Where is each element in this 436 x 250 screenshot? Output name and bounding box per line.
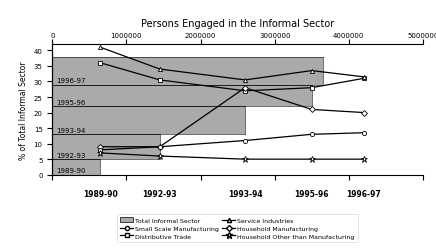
- Text: 1993-94: 1993-94: [228, 189, 262, 198]
- X-axis label: Persons Engaged in the Informal Sector: Persons Engaged in the Informal Sector: [141, 19, 334, 29]
- Text: 1992-93: 1992-93: [143, 189, 177, 198]
- Text: 1989-90: 1989-90: [83, 189, 118, 198]
- Legend: Total Informal Sector, Small Scale Manufacturing, Distributive Trade, Service In: Total Informal Sector, Small Scale Manuf…: [117, 214, 358, 242]
- Text: 1989-90: 1989-90: [56, 168, 85, 174]
- Text: 1993-94: 1993-94: [56, 128, 85, 134]
- Text: 1995-96: 1995-96: [56, 100, 85, 106]
- Y-axis label: % of Total Informal Sector: % of Total Informal Sector: [19, 61, 28, 159]
- Text: 1995-96: 1995-96: [294, 189, 329, 198]
- Text: 1992-93: 1992-93: [56, 152, 85, 158]
- Text: 1996-97: 1996-97: [346, 189, 381, 198]
- Text: 1996-97: 1996-97: [56, 78, 85, 84]
